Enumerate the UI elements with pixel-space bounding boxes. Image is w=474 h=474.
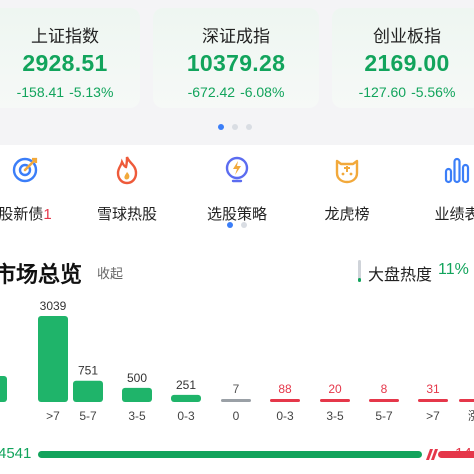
down-count: 4541 xyxy=(0,445,32,462)
index-change: -127.60 -5.56% xyxy=(358,84,456,100)
bar-value-label: 20 xyxy=(328,382,342,396)
entry-page-dots xyxy=(227,222,247,228)
bar-value-label: 500 xyxy=(127,371,147,385)
bar-8 xyxy=(369,399,399,402)
index-value: 2928.51 xyxy=(22,50,108,76)
page-dot xyxy=(241,222,247,228)
index-cards: 上证指数 2928.51 -158.41 -5.13% 深证成指 10379.28… xyxy=(0,0,474,112)
bar-value-label: 88 xyxy=(278,382,292,396)
entry-label: 雪球热股 xyxy=(96,206,157,223)
index-change: -672.42 -6.08% xyxy=(187,84,285,100)
bar-5 xyxy=(221,399,251,402)
bar-1 xyxy=(38,316,68,402)
entry-label: 股新债1 xyxy=(0,206,52,223)
index-value: 10379.28 xyxy=(186,50,286,76)
tiger-icon xyxy=(335,159,359,184)
bar-category-label: 5-7 xyxy=(79,409,97,423)
index-name: 上证指数 xyxy=(31,27,99,46)
index-name: 深证成指 xyxy=(202,27,270,46)
bar-value-label: 3039 xyxy=(40,299,67,313)
bar-category-label: 0-3 xyxy=(276,409,294,423)
bar-6 xyxy=(270,399,300,402)
up-ratio-bar xyxy=(438,451,474,458)
bar-4 xyxy=(171,394,201,402)
bar-category-label: 0-3 xyxy=(177,409,195,423)
lightbulb-icon xyxy=(225,156,249,183)
index-value: 2169.00 xyxy=(364,50,450,76)
bar-category-label: >7 xyxy=(426,409,440,423)
index-card-chinext[interactable]: 创业板指 2169.00 -127.60 -5.56% xyxy=(332,8,474,108)
bar-category-label: >7 xyxy=(46,409,60,423)
quick-entries: 股新债1 雪球热股 选股策略 龙虎榜 业绩表 xyxy=(0,145,474,235)
index-name: 创业板指 xyxy=(373,27,441,46)
section-title: 市场总览 xyxy=(0,262,83,287)
page-dot-active xyxy=(218,124,224,130)
distribution-chart: 跌3039>77515-75003-52510-370880-3203-585-… xyxy=(0,299,474,423)
entry-label: 业绩表 xyxy=(434,206,474,223)
index-card-shanghai[interactable]: 上证指数 2928.51 -158.41 -5.13% xyxy=(0,8,140,108)
entry-label: 龙虎榜 xyxy=(324,206,370,223)
entry-label: 选股策略 xyxy=(206,206,267,223)
bar-value-label: 8 xyxy=(381,382,388,396)
up-count: 14 xyxy=(455,445,472,462)
page-dot xyxy=(246,124,252,130)
bar-9 xyxy=(418,399,448,402)
bar-value-label: 7 xyxy=(233,382,240,396)
bar-0 xyxy=(0,376,7,402)
heat-gauge xyxy=(358,260,361,282)
bar-3 xyxy=(122,387,152,402)
target-icon xyxy=(12,157,38,183)
entry-hot-stocks[interactable]: 雪球热股 xyxy=(82,155,172,223)
page-dot xyxy=(232,124,238,130)
bar-chart-icon xyxy=(444,157,470,184)
bar-value-label: 251 xyxy=(176,378,196,392)
index-card-shenzhen[interactable]: 深证成指 10379.28 -672.42 -6.08% xyxy=(153,8,319,108)
entry-stock-strategy[interactable]: 选股策略 xyxy=(192,155,282,223)
bar-category-label: 涨 xyxy=(468,408,474,423)
page-dot-active xyxy=(227,222,233,228)
entry-earnings[interactable]: 业绩表 xyxy=(412,155,474,223)
down-ratio-bar xyxy=(38,451,422,458)
bar-7 xyxy=(320,399,350,402)
heat-value: 11% xyxy=(438,261,469,278)
bar-category-label: 3-5 xyxy=(128,409,146,423)
heat-label: 大盘热度 xyxy=(368,267,433,284)
market-overview: 市场总览 收起 大盘热度 11% 跌3039>77515-75003-52510… xyxy=(0,235,474,474)
entry-dragon-tiger[interactable]: 龙虎榜 xyxy=(302,155,392,223)
index-page-dots xyxy=(218,124,252,130)
collapse-button[interactable]: 收起 xyxy=(97,266,124,281)
index-change: -158.41 -5.13% xyxy=(16,84,114,100)
entry-badge: 1 xyxy=(43,206,52,223)
entry-new-stocks[interactable]: 股新债1 xyxy=(0,155,70,223)
bar-category-label: 3-5 xyxy=(326,409,344,423)
flame-icon xyxy=(116,156,138,185)
bar-value-label: 751 xyxy=(78,364,98,378)
bar-category-label: 0 xyxy=(233,409,240,423)
bar-value-label: 31 xyxy=(426,382,440,396)
bar-2 xyxy=(73,380,103,402)
bar-10 xyxy=(459,399,474,402)
bar-category-label: 5-7 xyxy=(375,409,393,423)
